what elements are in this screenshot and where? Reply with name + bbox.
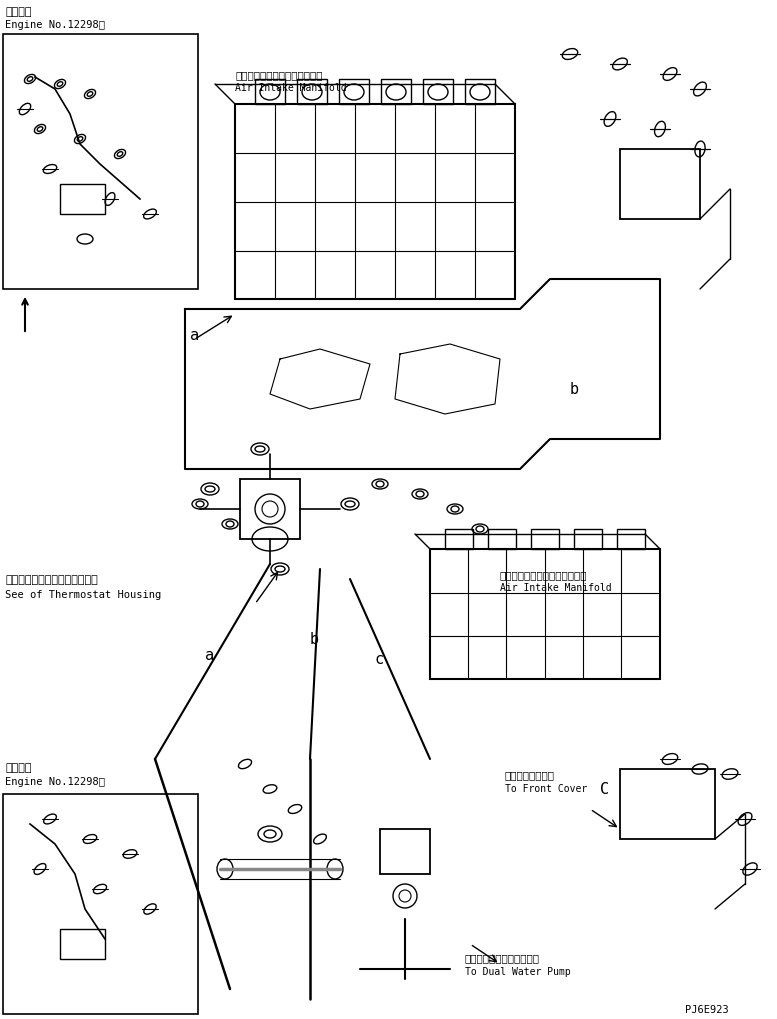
Bar bbox=[531, 530, 559, 549]
Text: Air Intake Manifold: Air Intake Manifold bbox=[500, 583, 611, 592]
Bar bbox=[380, 829, 430, 874]
Bar bbox=[423, 79, 453, 105]
Bar bbox=[620, 150, 700, 220]
Text: C: C bbox=[600, 782, 609, 797]
Text: エアーインテークマニホールド: エアーインテークマニホールド bbox=[500, 570, 587, 580]
Bar bbox=[3, 35, 198, 289]
Bar bbox=[3, 794, 198, 1014]
Text: PJ6E923: PJ6E923 bbox=[685, 1004, 729, 1014]
Bar bbox=[574, 530, 602, 549]
Bar bbox=[60, 184, 105, 215]
Bar bbox=[430, 549, 660, 680]
Text: a: a bbox=[205, 647, 214, 662]
Text: To Dual Water Pump: To Dual Water Pump bbox=[465, 966, 571, 976]
Text: デュアルウォータポンプへ: デュアルウォータポンプへ bbox=[465, 952, 540, 962]
Text: 適用号機: 適用号機 bbox=[5, 762, 32, 772]
Bar bbox=[488, 530, 516, 549]
Text: b: b bbox=[570, 382, 579, 397]
Text: 適用号機: 適用号機 bbox=[5, 7, 32, 17]
Bar bbox=[255, 79, 285, 105]
Bar bbox=[465, 79, 495, 105]
Text: a: a bbox=[190, 327, 199, 342]
Bar bbox=[381, 79, 411, 105]
Bar bbox=[620, 769, 715, 840]
Text: c: c bbox=[375, 652, 384, 666]
Text: To Front Cover: To Front Cover bbox=[505, 784, 587, 793]
Bar bbox=[60, 929, 105, 959]
Text: エアーインテークマニホールド: エアーインテークマニホールド bbox=[235, 70, 322, 79]
Bar bbox=[235, 105, 515, 300]
Text: Air Intake Manifold: Air Intake Manifold bbox=[235, 83, 347, 93]
Text: サーモスタットハウジング参照: サーモスタットハウジング参照 bbox=[5, 575, 98, 585]
Text: Engine No.12298～: Engine No.12298～ bbox=[5, 776, 105, 787]
Polygon shape bbox=[185, 280, 660, 470]
Text: See of Thermostat Housing: See of Thermostat Housing bbox=[5, 589, 162, 599]
Bar bbox=[617, 530, 645, 549]
Text: フロントカバーへ: フロントカバーへ bbox=[505, 769, 555, 780]
Bar bbox=[240, 480, 300, 539]
Bar bbox=[339, 79, 369, 105]
Text: b: b bbox=[310, 632, 319, 647]
Bar bbox=[297, 79, 327, 105]
Bar bbox=[445, 530, 473, 549]
Text: Engine No.12298～: Engine No.12298～ bbox=[5, 20, 105, 30]
